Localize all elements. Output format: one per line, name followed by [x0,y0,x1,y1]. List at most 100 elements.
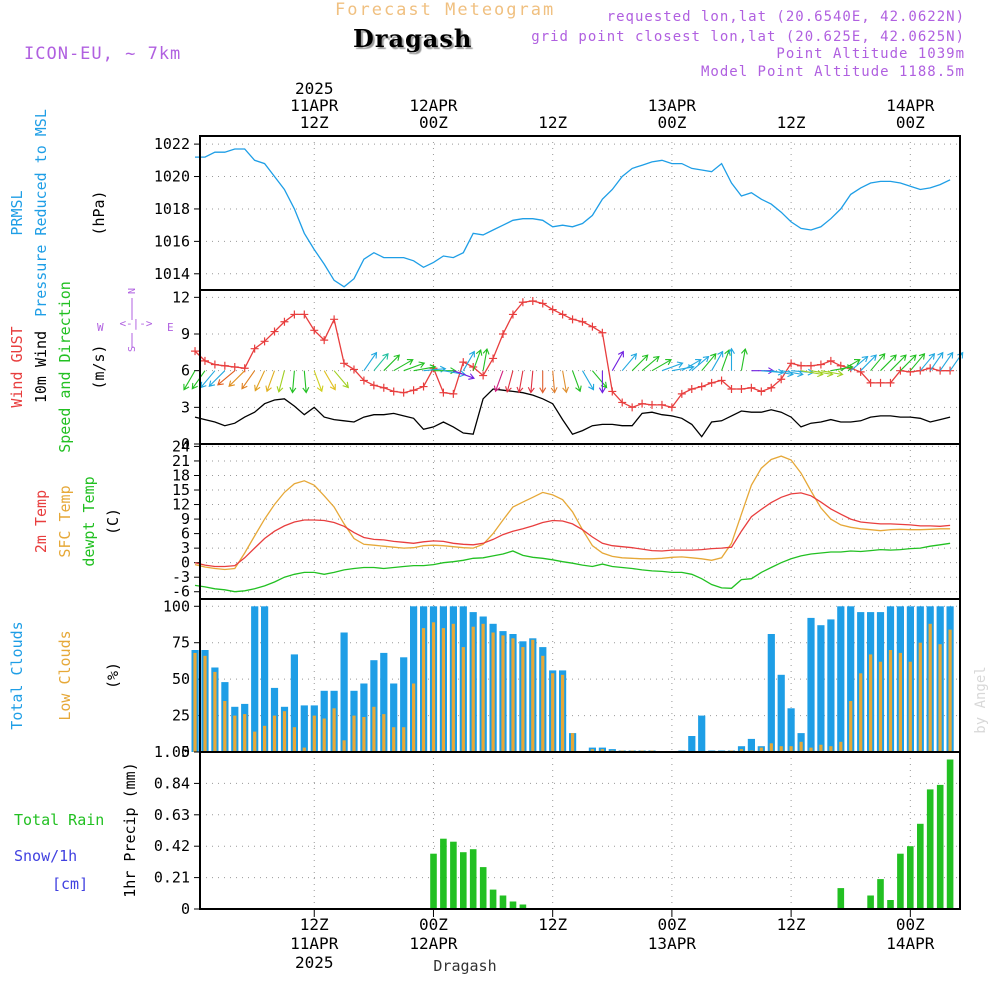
rain-bar [469,849,477,909]
gust-marker [697,382,706,391]
wind-direction-arrow [909,352,926,372]
total-cloud-bar [290,654,298,752]
gust-marker [926,364,935,373]
total-cloud-bar [380,652,388,752]
time-label-bottom: 12Z [777,915,806,934]
time-label-bottom: 12Z [300,915,329,934]
gust-marker [409,386,418,395]
wind-direction-arrow [363,351,378,372]
gust-marker [638,399,647,408]
wind-direction-arrow [183,370,196,391]
total-cloud-bar [787,708,795,752]
sfc-temp-line [194,455,951,571]
precip-ytick-label: 1.05 [154,743,190,761]
gust-marker [657,400,666,409]
wind-direction-arrow [870,352,886,372]
wind-direction-arrow [254,370,266,392]
rain-bar [837,888,845,909]
wind-direction-arrow [217,370,236,386]
wind-direction-arrow [598,370,606,394]
rain-bar [867,895,874,909]
gust-marker [200,356,209,365]
low-cloud-bar [809,747,813,752]
total-cloud-bar [807,617,815,752]
model-altitude: Model Point Altitude 1188.5m [700,64,965,80]
low-cloud-bar [471,626,475,752]
compass-east: E [167,321,174,334]
time-label-top: 12Z [538,113,567,132]
gust-marker [588,322,597,331]
gust-marker [737,385,746,393]
pressure-ytick-label: 1022 [154,135,190,153]
low-cloud-bar [938,644,942,752]
low-cloud-bar [203,655,207,752]
gust-marker [806,361,815,370]
gust-marker [757,387,766,396]
model-label: ICON-EU, ~ 7km [24,44,182,64]
total-cloud-bar [827,619,835,752]
gust-marker [250,344,259,353]
time-label-top: 2025 [295,79,334,98]
low-cloud-bar [253,731,257,752]
wind-direction-arrow [373,352,389,372]
location-title: Dragash [353,24,473,53]
temp-ytick-label: 0 [181,554,190,572]
gust-marker [886,378,895,387]
wind-direction-arrow [919,352,936,372]
pressure-ytick-label: 1014 [154,265,190,283]
wind-direction-arrow [562,370,570,394]
gust-marker [290,310,299,319]
gust-marker [608,387,617,396]
wind-direction-arrow [611,350,624,371]
low-cloud-bar [769,743,773,752]
wind-direction-arrow [651,359,673,372]
wind-direction-arrow [228,370,246,387]
gust-marker [717,376,726,385]
gust-marker [210,360,219,369]
wind-direction-arrow [890,354,907,372]
gust-marker [548,305,557,314]
low-cloud-bar [948,629,952,752]
wind-direction-arrow [711,350,724,371]
gust-marker [727,385,736,393]
low-cloud-bar [292,727,296,752]
total-cloud-bar [837,606,845,752]
gust-marker [648,400,657,409]
clouds-axis-label: Total Clouds [8,621,26,729]
rain-bar [430,853,437,909]
gust-marker [349,365,358,374]
time-label-bottom: 14APR [886,934,935,953]
time-label-bottom: 00Z [419,915,448,934]
wind-direction-arrow [313,370,324,393]
wind-direction-arrow [721,348,731,371]
gust-marker [558,310,567,319]
temp-ytick-label: 6 [181,525,190,543]
total-rain-label: Total Rain [14,811,104,829]
low-cloud-bar [521,647,525,752]
time-label-top: 12Z [300,113,329,132]
gust-marker [538,299,547,308]
time-label-bottom: 00Z [657,915,686,934]
wind-axis-label: 10m Wind [32,331,50,403]
low-cloud-bar [571,733,575,752]
low-cloud-bar [501,635,505,752]
gust-marker [816,360,825,369]
wind-direction-arrow [505,370,514,393]
requested-coords: requested lon,lat (20.6540E, 42.0622N) [606,9,965,25]
low-cloud-bar [431,622,436,752]
t2m-line [194,492,951,568]
supertitle: Forecast Meteogram [335,0,556,20]
low-cloud-bar [392,727,396,752]
wind-direction-arrow [681,359,702,372]
low-cloud-bar [402,727,406,752]
wind-direction-arrow [482,347,490,371]
total-cloud-bar [340,632,348,752]
wind-ytick-label: 6 [181,362,190,380]
gust-marker [260,337,269,346]
total-cloud-bar [410,606,418,752]
pressure-axis-label: (hPa) [90,190,108,235]
rain-bar [936,784,944,909]
wind-direction-arrow [276,370,285,393]
low-cloud-bar [372,706,376,752]
total-cloud-bar [777,674,785,752]
